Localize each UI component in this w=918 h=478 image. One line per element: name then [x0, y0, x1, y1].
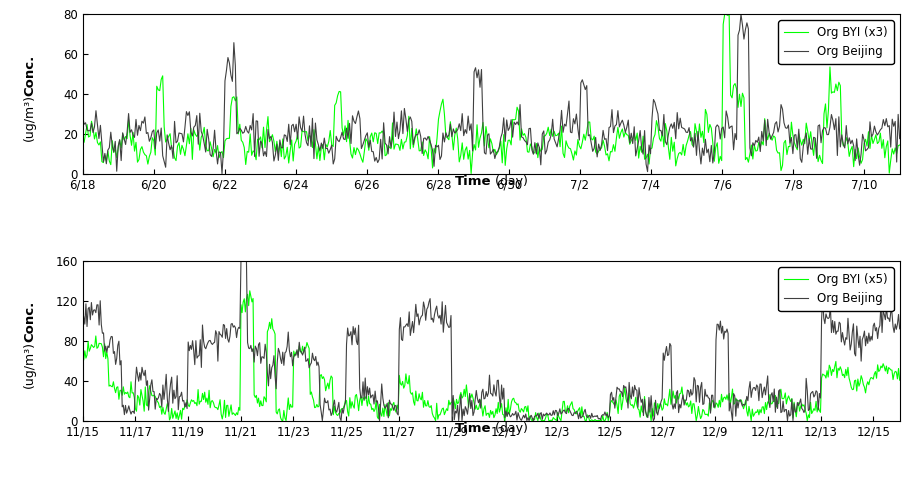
Org Beijing	[894, 136, 905, 141]
Line: Org Beijing: Org Beijing	[83, 261, 900, 421]
Org BYI (x5)	[666, 402, 677, 407]
Org Beijing	[735, 11, 746, 17]
Text: (ug/m³): (ug/m³)	[23, 95, 36, 141]
Text: (day): (day)	[491, 422, 528, 435]
Org BYI (x3)	[431, 136, 442, 141]
Org Beijing	[666, 121, 677, 127]
Text: Time: Time	[454, 175, 491, 188]
Org BYI (x5)	[81, 355, 92, 361]
Org BYI (x5)	[192, 403, 203, 409]
Org BYI (x3)	[465, 171, 476, 176]
Org Beijing	[110, 139, 121, 144]
Org BYI (x3)	[894, 142, 905, 148]
Org BYI (x3)	[77, 137, 88, 143]
Org BYI (x5)	[428, 413, 439, 419]
Org BYI (x5)	[894, 377, 905, 383]
Org Beijing	[192, 355, 203, 361]
Org BYI (x5)	[277, 418, 288, 424]
Org Beijing	[317, 418, 328, 424]
Org BYI (x5)	[685, 398, 696, 404]
Org Beijing	[459, 413, 470, 419]
Org Beijing	[191, 113, 202, 119]
Org BYI (x5)	[244, 288, 255, 293]
Text: Conc.: Conc.	[23, 54, 36, 96]
Text: (ug/m³): (ug/m³)	[23, 341, 36, 388]
Org Beijing	[77, 113, 88, 119]
Text: Conc.: Conc.	[23, 301, 36, 342]
Org Beijing	[685, 387, 696, 392]
Org Beijing	[235, 259, 246, 264]
Text: (day): (day)	[491, 175, 528, 188]
Text: Time: Time	[454, 422, 491, 435]
Legend: Org BYI (x3), Org Beijing: Org BYI (x3), Org Beijing	[778, 20, 894, 64]
Org BYI (x3)	[719, 11, 730, 17]
Org Beijing	[77, 311, 88, 316]
Legend: Org BYI (x5), Org Beijing: Org BYI (x5), Org Beijing	[778, 267, 894, 311]
Org BYI (x3)	[110, 145, 121, 151]
Org Beijing	[894, 326, 905, 332]
Org Beijing	[433, 142, 444, 148]
Org BYI (x3)	[140, 152, 151, 158]
Org BYI (x3)	[666, 134, 677, 140]
Org BYI (x3)	[841, 135, 852, 141]
Org BYI (x3)	[191, 134, 202, 140]
Org Beijing	[217, 171, 228, 176]
Org Beijing	[81, 301, 92, 307]
Org Beijing	[666, 343, 677, 348]
Org BYI (x5)	[459, 386, 470, 392]
Org Beijing	[140, 114, 151, 120]
Line: Org BYI (x3): Org BYI (x3)	[83, 14, 900, 174]
Org Beijing	[428, 319, 439, 325]
Org BYI (x5)	[77, 348, 88, 353]
Line: Org Beijing: Org Beijing	[83, 14, 900, 174]
Line: Org BYI (x5): Org BYI (x5)	[83, 291, 900, 421]
Org Beijing	[841, 123, 852, 129]
